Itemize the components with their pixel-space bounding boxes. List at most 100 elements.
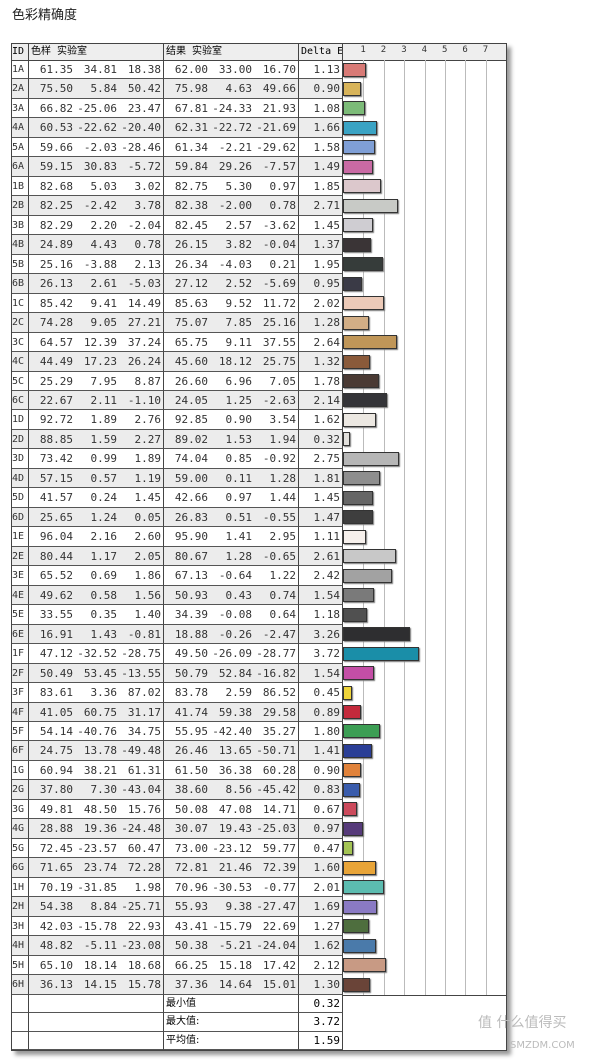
delta-e-bar	[343, 724, 380, 739]
result-lab: 95.90 1.41 2.95	[164, 527, 299, 547]
row-id: 5G	[12, 838, 29, 859]
result-lab: 61.34 -2.21 -29.62	[164, 137, 299, 158]
table-row: 3E 65.52 0.69 1.86 67.13 -0.64 1.22 2.42	[12, 566, 506, 586]
result-l: 62.00	[174, 63, 208, 76]
result-lab: 50.79 52.84 -16.82	[164, 663, 299, 684]
table-row: 4B 24.89 4.43 0.78 26.15 3.82 -0.04 1.37	[12, 235, 506, 255]
empty-cell	[29, 1013, 164, 1032]
row-id: 2B	[12, 196, 29, 216]
result-lab: 67.81 -24.33 21.93	[164, 98, 299, 119]
delta-e-value: 1.08	[299, 98, 343, 119]
result-a: -15.79	[212, 919, 252, 933]
result-l: 49.50	[174, 647, 208, 661]
delta-e-value: 1.69	[299, 897, 343, 917]
sample-b: -2.04	[127, 218, 161, 232]
result-a: 3.82	[225, 238, 253, 252]
sample-lab: 24.89 4.43 0.78	[29, 235, 164, 255]
result-a: -42.40	[212, 724, 252, 738]
sample-lab: 22.67 2.11 -1.10	[29, 390, 164, 411]
gridline	[445, 60, 446, 995]
delta-e-bar	[343, 237, 371, 252]
delta-e-bar	[343, 81, 362, 96]
result-b: 0.74	[269, 588, 297, 602]
delta-e-bar	[343, 919, 369, 934]
sample-a: 1.24	[90, 510, 118, 524]
row-id: 4B	[12, 235, 29, 255]
result-l: 95.90	[174, 530, 208, 544]
sample-lab: 54.14 -40.76 34.75	[29, 721, 164, 742]
result-lab: 55.95 -42.40 35.27	[164, 721, 299, 742]
watermark-logo: 值 什么值得买	[478, 1015, 567, 1031]
sample-b: 50.42	[127, 82, 161, 96]
result-a: 8.56	[225, 783, 253, 797]
sample-lab: 16.91 1.43 -0.81	[29, 624, 164, 645]
sample-a: 14.15	[83, 978, 117, 992]
sample-a: 0.35	[90, 608, 118, 622]
table-row: 3H 42.03 -15.78 22.93 43.41 -15.79 22.69 1.2…	[12, 916, 506, 937]
delta-e-bar	[343, 899, 378, 914]
result-l: 62.31	[174, 121, 208, 135]
delta-e-value: 1.30	[299, 975, 343, 995]
delta-e-bar	[343, 432, 350, 447]
result-b: 37.55	[262, 335, 296, 349]
result-a: 29.26	[218, 160, 252, 174]
result-b: 60.28	[262, 763, 296, 777]
sample-b: 26.24	[127, 355, 161, 369]
result-l: 24.05	[174, 393, 208, 407]
sample-a: 1.59	[90, 432, 118, 446]
sample-lab: 33.55 0.35 1.40	[29, 605, 164, 625]
row-id: 3E	[12, 566, 29, 586]
result-a: 19.43	[218, 822, 252, 836]
delta-e-bar	[343, 666, 375, 681]
row-id: 1A	[12, 60, 29, 80]
gridline	[465, 60, 467, 995]
row-id: 2A	[12, 79, 29, 99]
result-a: 33.00	[218, 63, 252, 76]
sample-b: 72.28	[127, 861, 161, 875]
sample-a: 0.24	[90, 491, 118, 505]
result-lab: 26.83 0.51 -0.55	[164, 507, 299, 528]
sample-a: -15.78	[77, 919, 117, 933]
result-l: 38.60	[174, 783, 208, 797]
sample-a: -2.03	[83, 140, 117, 154]
result-a: -2.00	[218, 199, 252, 213]
delta-e-bar	[343, 880, 384, 895]
sample-a: 1.17	[90, 549, 118, 563]
result-l: 26.34	[174, 257, 208, 271]
sample-l: 25.65	[39, 510, 73, 524]
row-id: 2D	[12, 429, 29, 450]
table-row: 6A 59.15 30.83 -5.72 59.84 29.26 -7.57 1.49	[12, 157, 506, 177]
sample-b: 1.45	[134, 491, 162, 505]
result-lab: 37.36 14.64 15.01	[164, 975, 299, 995]
result-l: 80.67	[174, 549, 208, 563]
row-id: 4C	[12, 352, 29, 372]
row-id: 4F	[12, 702, 29, 722]
sample-lab: 82.25 -2.42 3.78	[29, 196, 164, 216]
result-a: -4.03	[218, 257, 252, 271]
sample-a: -22.62	[77, 121, 117, 135]
delta-e-bar	[343, 568, 393, 583]
result-a: 0.90	[225, 413, 253, 427]
sample-l: 47.12	[39, 647, 73, 661]
result-l: 50.79	[174, 666, 208, 680]
gridline	[424, 60, 426, 995]
result-b: -0.55	[262, 510, 296, 524]
delta-e-bar	[343, 510, 373, 525]
sample-lab: 74.28 9.05 27.21	[29, 313, 164, 333]
sample-l: 44.49	[39, 355, 73, 369]
sample-lab: 75.50 5.84 50.42	[29, 79, 164, 99]
result-l: 66.25	[174, 958, 208, 972]
sample-l: 24.89	[39, 238, 73, 252]
sample-b: 0.78	[134, 238, 162, 252]
result-lab: 82.38 -2.00 0.78	[164, 196, 299, 216]
sample-b: 1.19	[134, 471, 162, 485]
sample-b: -24.48	[121, 822, 161, 836]
delta-e-value: 1.47	[299, 507, 343, 528]
tick-label: 2	[380, 45, 387, 55]
summary-value: 1.59	[299, 1031, 343, 1051]
result-l: 42.66	[174, 491, 208, 505]
result-l: 59.00	[174, 471, 208, 485]
delta-e-value: 1.54	[299, 585, 343, 606]
summary-row: 平均值: 1.59	[12, 1031, 343, 1051]
table-row: 4G 28.88 19.36 -24.48 30.07 19.43 -25.03 0.9…	[12, 819, 506, 839]
